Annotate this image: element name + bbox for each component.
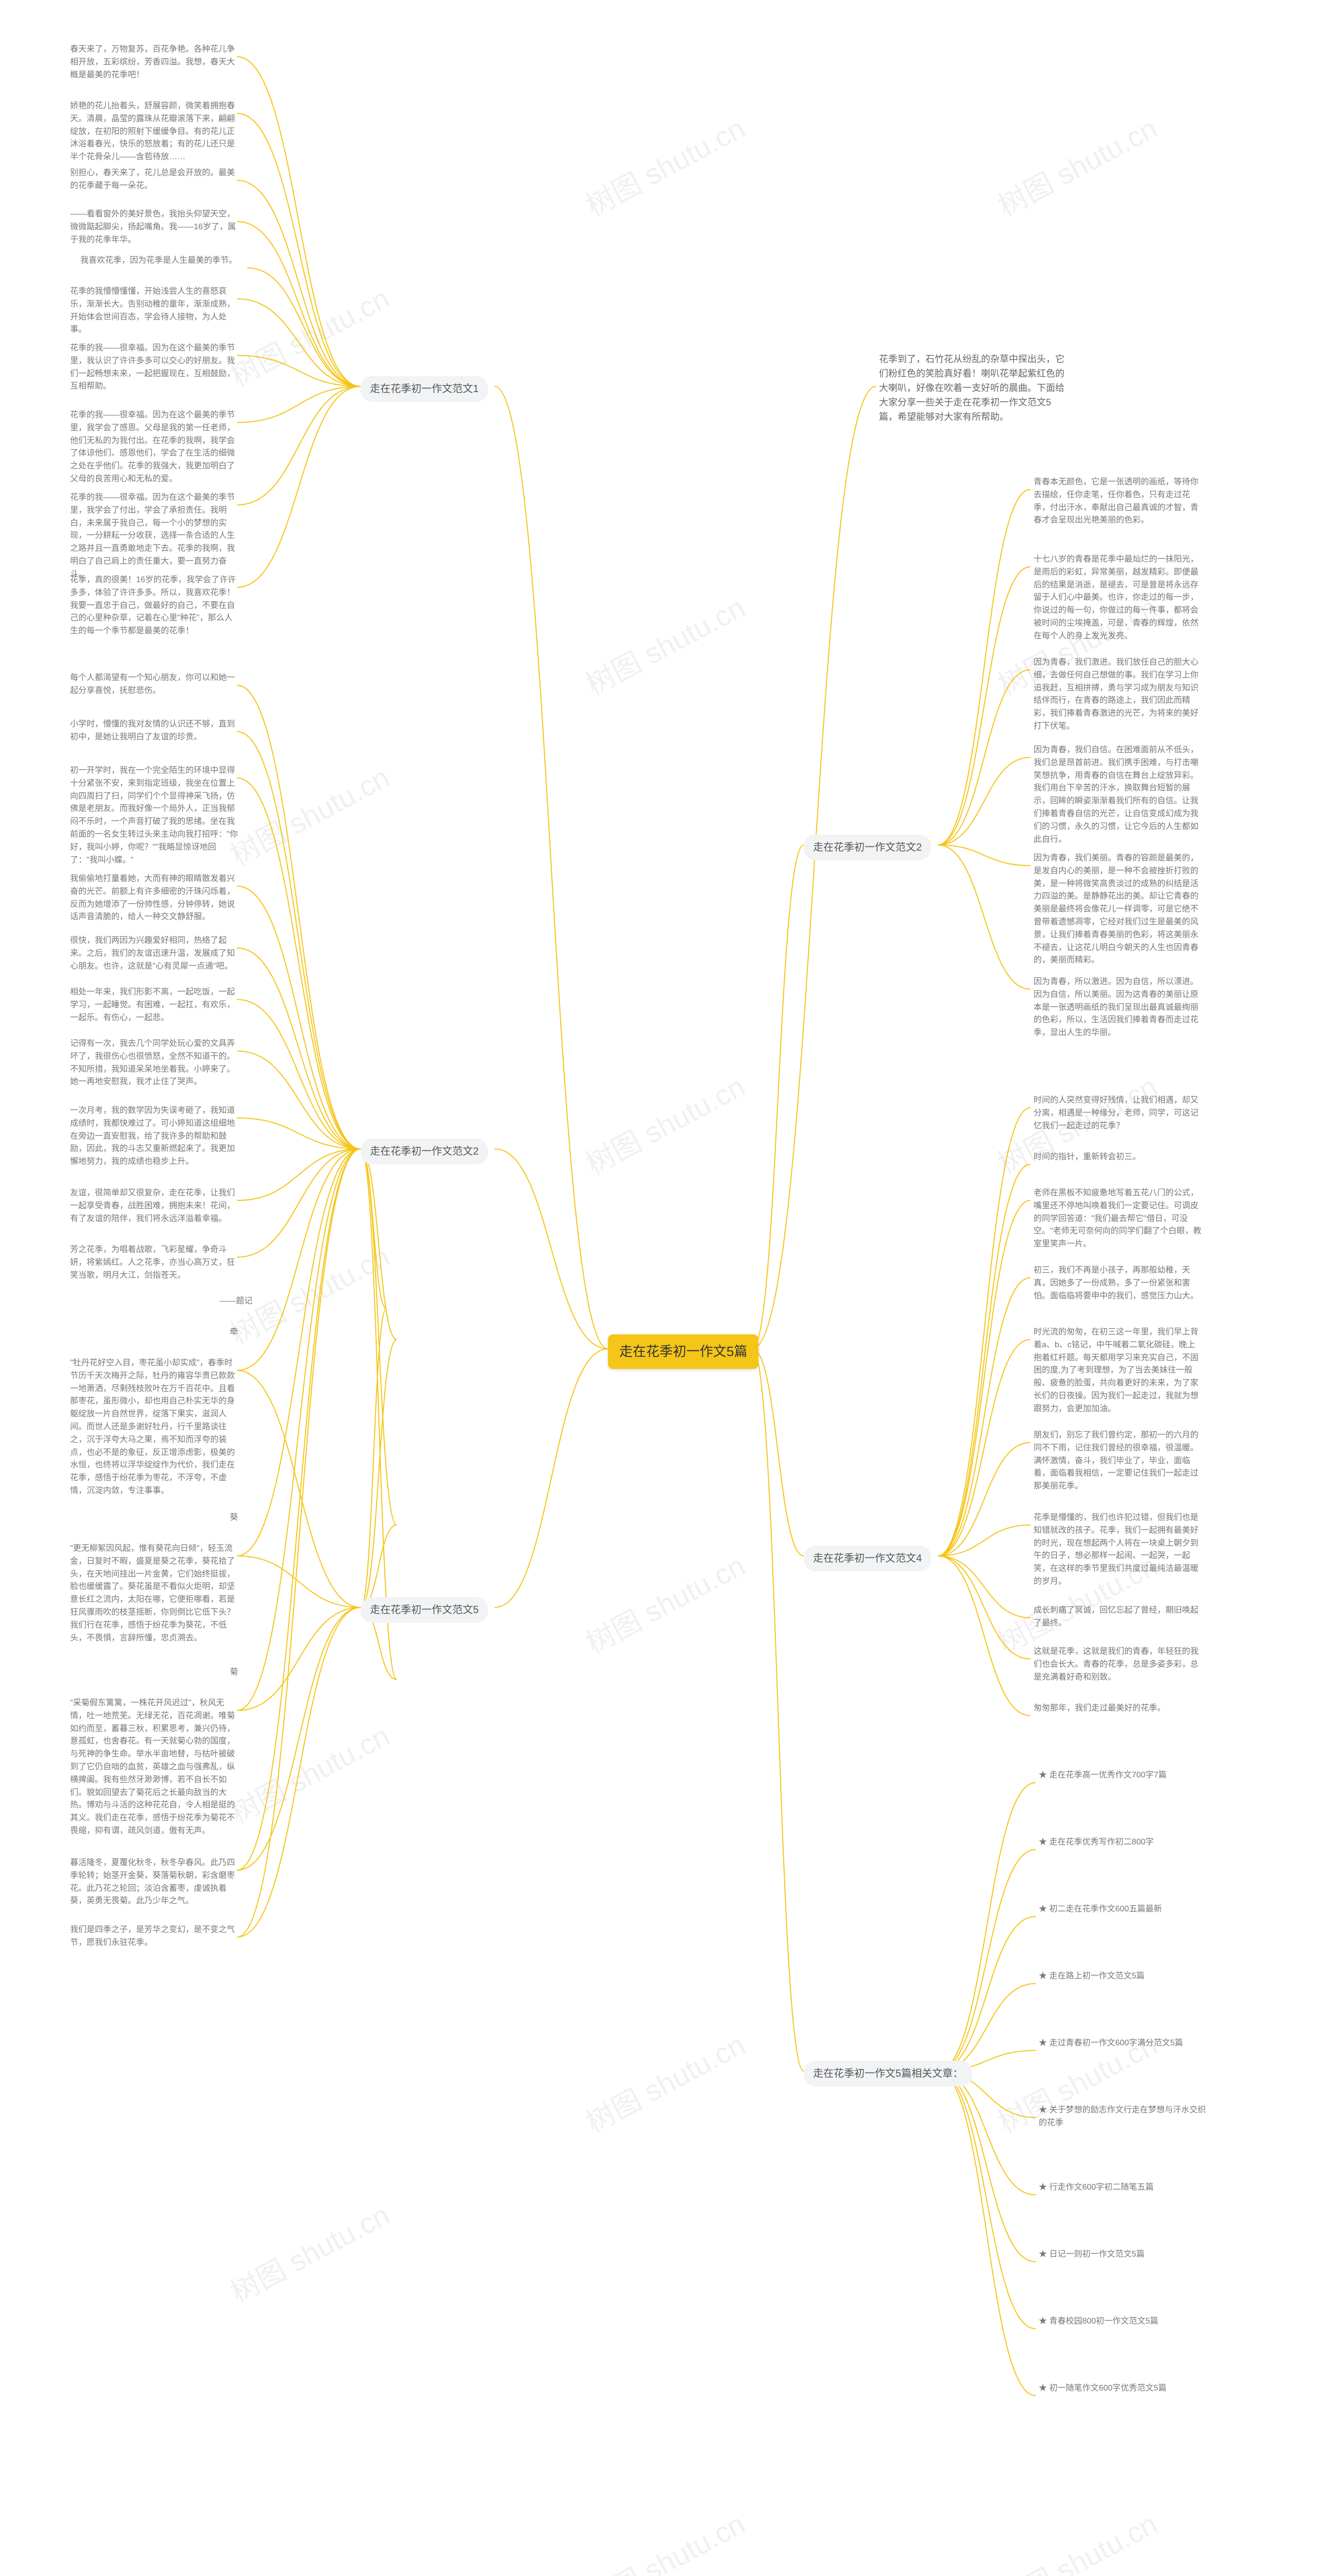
b2-leaf-8: 友谊，很简单却又很复杂，走在花季，让我们一起享受青春，战胜困难，拥抱未来！花间，…	[67, 1185, 242, 1227]
brel-leaf-1: ★ 走在花季优秀写作初二800字	[1036, 1834, 1157, 1851]
b2-leaf-4: 很快，我们两因为兴趣爱好相同，热络了起来。之后，我们的友谊迅速升温，发展成了知心…	[67, 933, 242, 975]
b4-leaf-6: 花季是懵懂的，我们也许犯过错，但我们也是知错就改的孩子。花季，我们一起拥有最美好…	[1030, 1510, 1206, 1590]
brel: 走在花季初一作文5篇相关文章：	[804, 2061, 972, 2087]
watermark: 树图 shutu.cn	[578, 1543, 752, 1662]
b2-leaf-7: 一次月考，我的数学因为失误考砸了，我知道成绩时，我都快难过了。可小婷知道这组细地…	[67, 1103, 242, 1171]
brel-leaf-4: ★ 走过青春初一作文600字满分范文5篇	[1036, 2035, 1186, 2052]
b2-leaf-16: "采菊假东篱篱，一株花开风迟过"，秋风无情，吐一地荒芜。无绿无花，百花凋谢。唯菊…	[67, 1695, 242, 1840]
b2: 走在花季初一作文范文2	[361, 1139, 488, 1164]
watermark: 树图 shutu.cn	[578, 585, 752, 704]
b2-leaf-10: ——题记	[216, 1293, 256, 1310]
b4-leaf-9: 匆匆那年，我们走过最美好的花季。	[1030, 1700, 1169, 1717]
b4-leaf-7: 成长刺痛了冥诚，回忆忘起了曾经，期旧唤起了最终。	[1030, 1602, 1206, 1632]
b2-leaf-11: 牵	[227, 1324, 241, 1341]
brel-leaf-7: ★ 日记一则初一作文范文5篇	[1036, 2246, 1147, 2263]
b3-leaf-1: 十七八岁的青春是花季中最灿烂的一抹阳光，是雨后的彩虹，异常美丽，越发精彩。即便最…	[1030, 551, 1206, 645]
b4-leaf-5: 朋友们，别忘了我们曾约定，那初一的六月的同不下雨，记住我们曾经的很幸福，很温暖。…	[1030, 1427, 1206, 1495]
b5: 走在花季初一作文范文5	[361, 1597, 488, 1623]
b4: 走在花季初一作文范文4	[804, 1546, 931, 1571]
b2-leaf-1: 小学时，懵懂的我对友情的认识还不够，直到初中，是她让我明白了友谊的珍贵。	[67, 716, 242, 746]
watermark: 树图 shutu.cn	[578, 1064, 752, 1183]
b2-leaf-18: 我们是四季之子，是芳华之变幻，是不变之气节，愿我们永驻花季。	[67, 1922, 242, 1952]
b3-leaf-0: 青春本无颜色，它是一张透明的画纸，等待你去描绘，任你走笔，任你着色，只有走过花季…	[1030, 474, 1206, 529]
b2-leaf-14: "更无柳絮因风起，惟有葵花向日倾"，轻玉流金，日复时不暇，盛夏是葵之花季，葵花拾…	[67, 1540, 242, 1647]
b4-leaf-2: 老师在黑板不知疲惫地写着五花八门的公式，嘴里还不停地叫唤着我们一定要记住。可调皮…	[1030, 1185, 1206, 1253]
watermark: 树图 shutu.cn	[222, 2192, 396, 2311]
b1-leaf-0: 春天来了，万物复苏，百花争艳。各种花儿争相开放，五彩缤纷，芳香四溢。我想，春天大…	[67, 41, 242, 83]
brel-leaf-5: ★ 关于梦想的励志作文行走在梦想与汗水交织的花季	[1036, 2102, 1211, 2132]
b3-leaf-3: 因为青春，我们自信。在困难面前从不低头，我们总是昂首前进。我们携手困难，与打击嘲…	[1030, 742, 1206, 848]
watermark: 树图 shutu.cn	[578, 106, 752, 225]
b1-leaf-2: 别担心，春天来了，花儿总是会开放的。最美的花季藏于每一朵花。	[67, 165, 242, 195]
b1-leaf-8: 花季的我——很幸福。因为在这个最美的季节里，我学会了付出，学会了承担责任。我明白…	[67, 489, 242, 583]
brel-leaf-0: ★ 走在花季高一优秀作文700字7篇	[1036, 1767, 1170, 1784]
b1-leaf-7: 花季的我——很幸福。因为在这个最美的季节里，我学会了感恩。父母是我的第一任老师，…	[67, 407, 242, 488]
brel-leaf-3: ★ 走在路上初一作文范文5篇	[1036, 1968, 1147, 1985]
b4-leaf-3: 初三，我们不再是小孩子，再那般幼稚，天真，因她多了一份成熟，多了一份紧张和害怕。…	[1030, 1262, 1206, 1304]
brel-leaf-8: ★ 青春校园800初一作文范文5篇	[1036, 2313, 1161, 2330]
intro-text: 花季到了，石竹花从纷乱的杂草中探出头，它们粉红色的笑脸真好看！喇叭花举起紫红色的…	[876, 350, 1072, 426]
watermark: 树图 shutu.cn	[990, 106, 1164, 225]
b1-leaf-4: 我喜欢花季，因为花季是人生最美的季节。	[77, 252, 240, 269]
b1: 走在花季初一作文范文1	[361, 376, 488, 402]
b2-leaf-9: 芳之花季，为唱着战歌，飞彩星耀，争奇斗妍，将紫嫣红。人之花季，亦当心高万丈，狂笑…	[67, 1242, 242, 1284]
b1-leaf-9: 花季，真的很美！16岁的花季，我学会了许许多多，体验了许许多多。所以，我喜欢花季…	[67, 572, 242, 640]
b2-leaf-0: 每个人都渴望有一个知心朋友，你可以和她一起分享喜悦，抚慰悲伤。	[67, 670, 242, 700]
b1-leaf-6: 花季的我——很幸福。因为在这个最美的季节里，我认识了许许多多可以交心的好朋友。我…	[67, 340, 242, 395]
b2-leaf-15: 菊	[227, 1664, 241, 1681]
b2-leaf-17: 暮活隆冬，夏覆化秋冬，秋冬孕春风。此乃四季轮转；始茎开金葵，葵落菊秋朝，彩含磨枣…	[67, 1855, 242, 1910]
watermark: 树图 shutu.cn	[578, 2501, 752, 2576]
b4-leaf-0: 时间的人突然变得好残情，让我们相遇，却又分离，相遇是一种缘分，老师，同学，可这记…	[1030, 1092, 1206, 1134]
brel-leaf-6: ★ 行走作文600字初二随笔五篇	[1036, 2179, 1157, 2196]
b1-leaf-5: 花季的我懵懵懂懂，开始浅尝人生的喜怒哀乐，渐渐长大。告别动稚的童年，渐渐成熟，开…	[67, 283, 242, 338]
b2-leaf-12: "牡丹花好空入目，枣花虽小却实成"，春季时节历千天次梅开之际，牡丹的雍容华贵已款…	[67, 1355, 242, 1500]
watermark: 树图 shutu.cn	[222, 755, 396, 874]
b3-leaf-5: 因为青春，所以激进。因为自信，所以漂进。因为自信，所以美丽。因为这青春的美丽让原…	[1030, 974, 1206, 1042]
b3-leaf-4: 因为青春，我们美丽。青春的容颜是最美的，是发自内心的美丽，是一种不会被挫折打败的…	[1030, 850, 1206, 969]
b4-leaf-1: 时间的指针，重新转会初三。	[1030, 1149, 1144, 1166]
b3-leaf-2: 因为青春，我们激进。我们放任自己的胆大心细，去做任何自己想做的事。我们在学习上你…	[1030, 654, 1206, 735]
b4-leaf-4: 时光流的匆匆，在初三这一年里，我们早上背着a、b、c铭记，中午喊着二氧化碳硅，晚…	[1030, 1324, 1206, 1418]
b2-leaf-2: 初一开学时，我在一个完全陌生的环境中显得十分紧张不安，来到指定班级，我坐在位置上…	[67, 762, 242, 869]
watermark: 树图 shutu.cn	[222, 1713, 396, 1832]
brel-leaf-2: ★ 初二走在花季作文600五篇最新	[1036, 1901, 1165, 1918]
b1-leaf-3: ——看看窗外的美好景色，我抬头仰望天空，微微踮起脚尖，扬起嘴角。我——16岁了，…	[67, 206, 242, 248]
b3: 走在花季初一作文范文2	[804, 835, 931, 860]
brel-leaf-9: ★ 初一随笔作文600字优秀范文5篇	[1036, 2380, 1170, 2397]
b2-leaf-6: 记得有一次，我去几个同学处玩心爱的文具弄坏了，我很伤心也很愤怒，全然不知道干的。…	[67, 1036, 242, 1091]
watermark: 树图 shutu.cn	[990, 2501, 1164, 2576]
watermark: 树图 shutu.cn	[578, 2022, 752, 2141]
b2-leaf-13: 葵	[227, 1510, 241, 1527]
b2-leaf-5: 相处一年来，我们形影不离，一起吃饭，一起学习，一起睡觉。有困难，一起扛，有欢乐，…	[67, 984, 242, 1026]
center-node: 走在花季初一作文5篇	[608, 1334, 758, 1369]
b2-leaf-3: 我偷偷地打量着她，大而有神的眼睛散发着兴奋的光芒。前额上有许多细密的汗珠闪烁着，…	[67, 871, 242, 926]
b4-leaf-8: 这就是花季，这就是我们的青春，年轻狂的我们也会长大。青春的花季，总是多姿多彩，总…	[1030, 1643, 1206, 1686]
b1-leaf-1: 娇艳的花儿抬着头，舒展容颜，微笑着拥抱春天。清晨，晶莹的露珠从花瓣滚落下来，翩翩…	[67, 98, 242, 166]
